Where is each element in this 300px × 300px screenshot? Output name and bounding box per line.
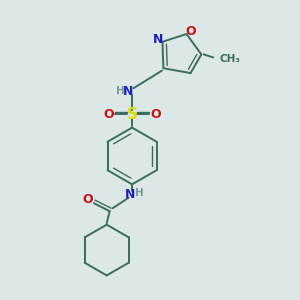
Text: H: H [135,188,144,198]
Text: H: H [116,86,125,96]
Text: O: O [82,194,93,206]
Text: N: N [124,188,135,201]
Text: N: N [153,33,163,46]
Text: N: N [123,85,134,98]
Text: S: S [127,107,138,122]
Text: O: O [186,25,196,38]
Text: O: O [151,108,161,121]
Text: CH₃: CH₃ [219,54,240,64]
Text: O: O [103,108,113,121]
